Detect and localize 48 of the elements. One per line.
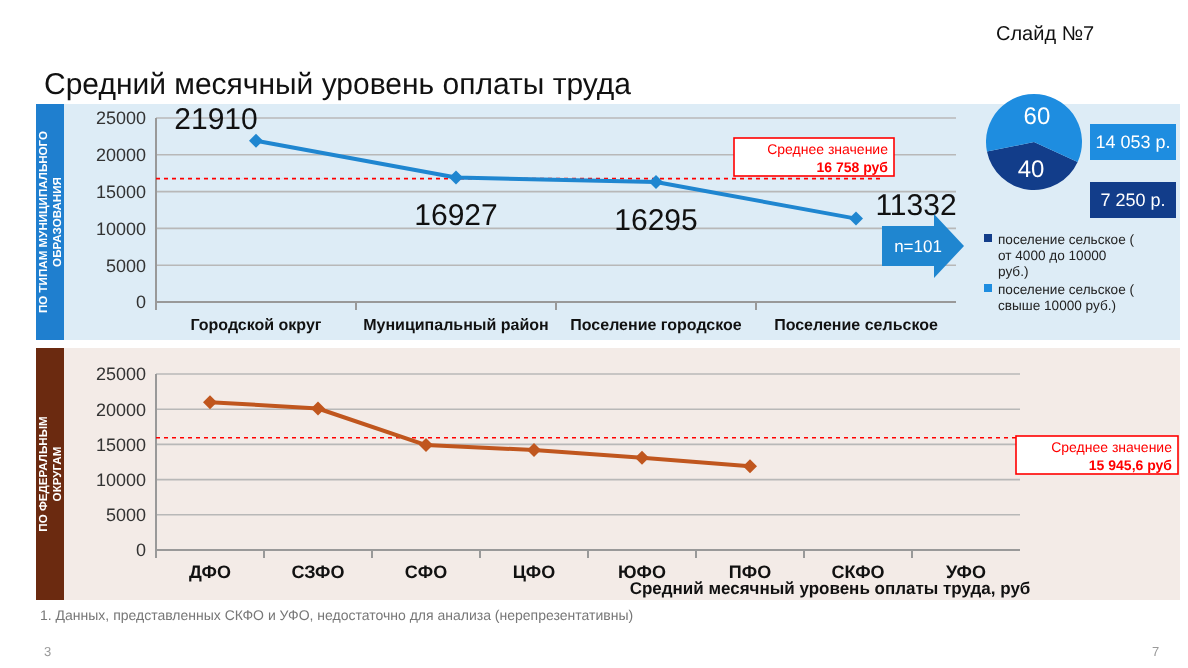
x-tick-label: ПФО bbox=[728, 562, 772, 582]
y-tick-label: 10000 bbox=[95, 218, 146, 239]
point bbox=[311, 401, 325, 416]
data-label: 40 bbox=[1017, 154, 1046, 183]
x-tick-label: Муниципальный район bbox=[363, 316, 550, 334]
y-tick-label: 15000 bbox=[95, 181, 146, 202]
x-axis-title: Средний месячный уровень оплаты труда, руб bbox=[629, 578, 1031, 598]
pie-slice bbox=[986, 94, 1082, 162]
data-label: 11332 bbox=[875, 188, 957, 223]
y-tick-label: 20000 bbox=[95, 145, 146, 166]
x-tick-label: ЮФО bbox=[618, 562, 666, 582]
x-tick-label: СКФО bbox=[831, 562, 885, 582]
data-label: 21910 bbox=[174, 102, 258, 137]
x-tick-label: ДФО bbox=[189, 562, 231, 582]
x-tick-label: УФО bbox=[946, 562, 986, 582]
pie-slice bbox=[986, 142, 1078, 190]
point bbox=[743, 459, 757, 474]
x-tick-label: Поселение городское bbox=[570, 316, 743, 334]
y-tick-label: 0 bbox=[135, 540, 146, 561]
x-tick-label: СЗФО bbox=[291, 562, 345, 582]
x-tick-label: СФО bbox=[404, 562, 448, 582]
y-tick-label: 25000 bbox=[95, 108, 146, 129]
x-tick-label: Поселение сельское bbox=[774, 316, 939, 334]
point bbox=[249, 133, 263, 148]
y-tick-label: 5000 bbox=[105, 255, 146, 276]
point bbox=[203, 395, 217, 410]
point bbox=[419, 438, 433, 453]
y-tick-label: 25000 bbox=[95, 364, 146, 385]
chart-title: Средний месячный уровень оплаты труда bbox=[44, 68, 633, 102]
point bbox=[649, 175, 663, 190]
annotation: n=101 bbox=[894, 235, 943, 256]
point bbox=[635, 450, 649, 465]
y-tick-label: 0 bbox=[135, 292, 146, 313]
text: 14 053 р. bbox=[1095, 132, 1171, 153]
data-label: 16295 bbox=[614, 204, 698, 239]
x-tick-label: Городской округ bbox=[190, 316, 323, 334]
point bbox=[849, 211, 863, 226]
data-label: 16927 bbox=[414, 199, 498, 234]
y-tick-label: 15000 bbox=[95, 434, 146, 455]
point bbox=[449, 170, 463, 185]
y-tick-label: 20000 bbox=[95, 399, 146, 420]
y-tick-label: 5000 bbox=[105, 505, 146, 526]
point bbox=[527, 443, 541, 458]
x-tick-label: ЦФО bbox=[512, 562, 556, 582]
text: 7 250 р. bbox=[1100, 190, 1166, 211]
data-label: 60 bbox=[1023, 102, 1051, 131]
text: Слайд №7 bbox=[996, 24, 1096, 46]
y-tick-label: 10000 bbox=[95, 469, 146, 490]
